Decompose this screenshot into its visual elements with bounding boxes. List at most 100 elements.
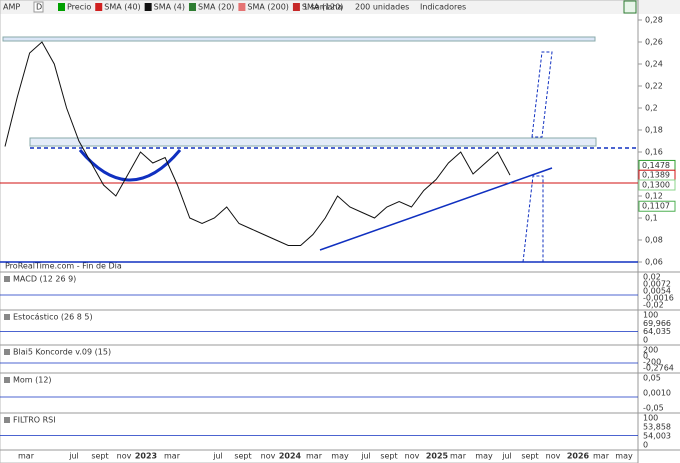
panel-axis-label: 100 (643, 311, 658, 320)
x-label: sept (521, 452, 538, 461)
x-label: mar (18, 452, 35, 461)
panel-icon (4, 417, 10, 423)
x-label: mar (593, 452, 610, 461)
price-tag (638, 200, 676, 212)
legend-label[interactable]: SMA (200) (247, 3, 289, 12)
panel-axis-label: 54,003 (643, 432, 671, 441)
price-tag (638, 179, 676, 191)
panel-axis-label: 0 (643, 336, 648, 345)
x-label: jul (212, 452, 223, 461)
panel-axis-label: -0,2764 (643, 364, 674, 373)
panel-axis-label: -0,0016 (643, 294, 674, 303)
legend-swatch[interactable] (58, 3, 65, 11)
y-tick-label: 0,18 (645, 126, 663, 135)
zone (2, 36, 596, 42)
legend-swatch[interactable] (144, 3, 152, 11)
x-label: 2024 (279, 452, 302, 461)
x-label: sept (91, 452, 108, 461)
panel-axis-label: -200 (643, 358, 661, 367)
panel-axis-label: 0 (643, 352, 648, 361)
panel-icon (4, 276, 10, 282)
price-tag-label: 0,1478 (642, 161, 670, 170)
panel-title: Blai5 Koncorde v.09 (15) (13, 348, 111, 357)
y-tick-label: 0,28 (645, 16, 663, 25)
price-line (4, 41, 511, 246)
panel-axis-label: 53,858 (643, 423, 671, 432)
legend-label[interactable]: SMA (4) (154, 3, 185, 12)
panel-title: FILTRO RSI (13, 416, 56, 425)
x-label: jul (360, 452, 371, 461)
x-label: jul (501, 452, 512, 461)
symbol[interactable]: AMP (3, 3, 20, 12)
x-label: sept (380, 452, 397, 461)
arrow-projection (531, 51, 553, 138)
y-tick-label: 0,22 (645, 82, 663, 91)
y-tick-label: 0,2 (645, 104, 658, 113)
y-tick-label: 0,08 (645, 236, 663, 245)
panel-axis-label: 0 (643, 441, 648, 450)
panel-title: MACD (12 26 9) (13, 275, 76, 284)
x-label: nov (546, 452, 561, 461)
panel-axis-label: 0,0054 (643, 287, 671, 296)
x-label: sept (234, 452, 251, 461)
x-label: mar (450, 452, 467, 461)
y-tick-label: 0,1 (645, 214, 658, 223)
legend-label[interactable]: SMA (40) (104, 3, 140, 12)
x-label: nov (117, 452, 132, 461)
legend-swatch[interactable] (95, 3, 103, 11)
x-label: jul (68, 452, 79, 461)
panel-axis-label: 64,035 (643, 327, 671, 336)
x-label: may (475, 452, 493, 461)
y-tick-label: 0,12 (645, 192, 663, 201)
panel-axis-label: 0,0010 (643, 389, 671, 398)
x-label: may (615, 452, 633, 461)
y-tick-label: 0,26 (645, 38, 663, 47)
panel-axis-label: 69,966 (643, 319, 671, 328)
x-label: mar (306, 452, 323, 461)
toolbar (0, 0, 680, 14)
legend-label[interactable]: Precio (67, 3, 91, 12)
y-tick-label: 0,16 (645, 148, 663, 157)
legend-swatch[interactable] (188, 3, 196, 11)
interval[interactable]: 1 semana (303, 3, 342, 12)
x-label: nov (405, 452, 420, 461)
frame (0, 0, 639, 463)
panel-axis-label: -0,05 (643, 404, 664, 413)
panel-axis-label: -0,02 (643, 301, 664, 310)
indicators[interactable]: Indicadores (420, 3, 466, 12)
refresh-button[interactable] (623, 0, 637, 14)
panel-icon (4, 314, 10, 320)
cup-pattern (78, 149, 182, 182)
x-label: nov (261, 452, 276, 461)
price-tag-label: 0,1107 (642, 202, 670, 211)
period-box[interactable] (33, 1, 44, 13)
price-tag-label: 0,1389 (642, 171, 670, 180)
panel-axis-label: 100 (643, 414, 658, 423)
y-tick-label: 0,06 (645, 258, 663, 267)
units[interactable]: 200 unidades (355, 3, 409, 12)
legend-swatch[interactable] (238, 3, 246, 11)
x-label: 2025 (426, 452, 449, 461)
legend-label[interactable]: SMA (20) (198, 3, 234, 12)
trendline (319, 167, 553, 251)
legend-swatch[interactable] (292, 3, 300, 11)
panel-title: Estocástico (26 8 5) (13, 313, 93, 322)
panel-title: Mom (12) (13, 376, 52, 385)
legend-label[interactable]: SMA (120) (302, 3, 344, 12)
arrow-projection (522, 175, 544, 263)
period[interactable]: D (36, 3, 42, 12)
panel-axis-label: 200 (643, 346, 658, 355)
x-label: 2023 (135, 452, 157, 461)
zone (29, 137, 597, 147)
panel-axis-label: 0,0072 (643, 280, 671, 289)
panel-icon (4, 377, 10, 383)
panel-axis-label: 0,05 (643, 374, 661, 383)
x-label: 2026 (567, 452, 590, 461)
y-tick-label: 0,24 (645, 60, 663, 69)
x-label: may (331, 452, 349, 461)
price-tag-label: 0,1300 (642, 181, 670, 190)
panel-icon (4, 349, 10, 355)
panel-axis-label: 0,02 (643, 273, 661, 282)
